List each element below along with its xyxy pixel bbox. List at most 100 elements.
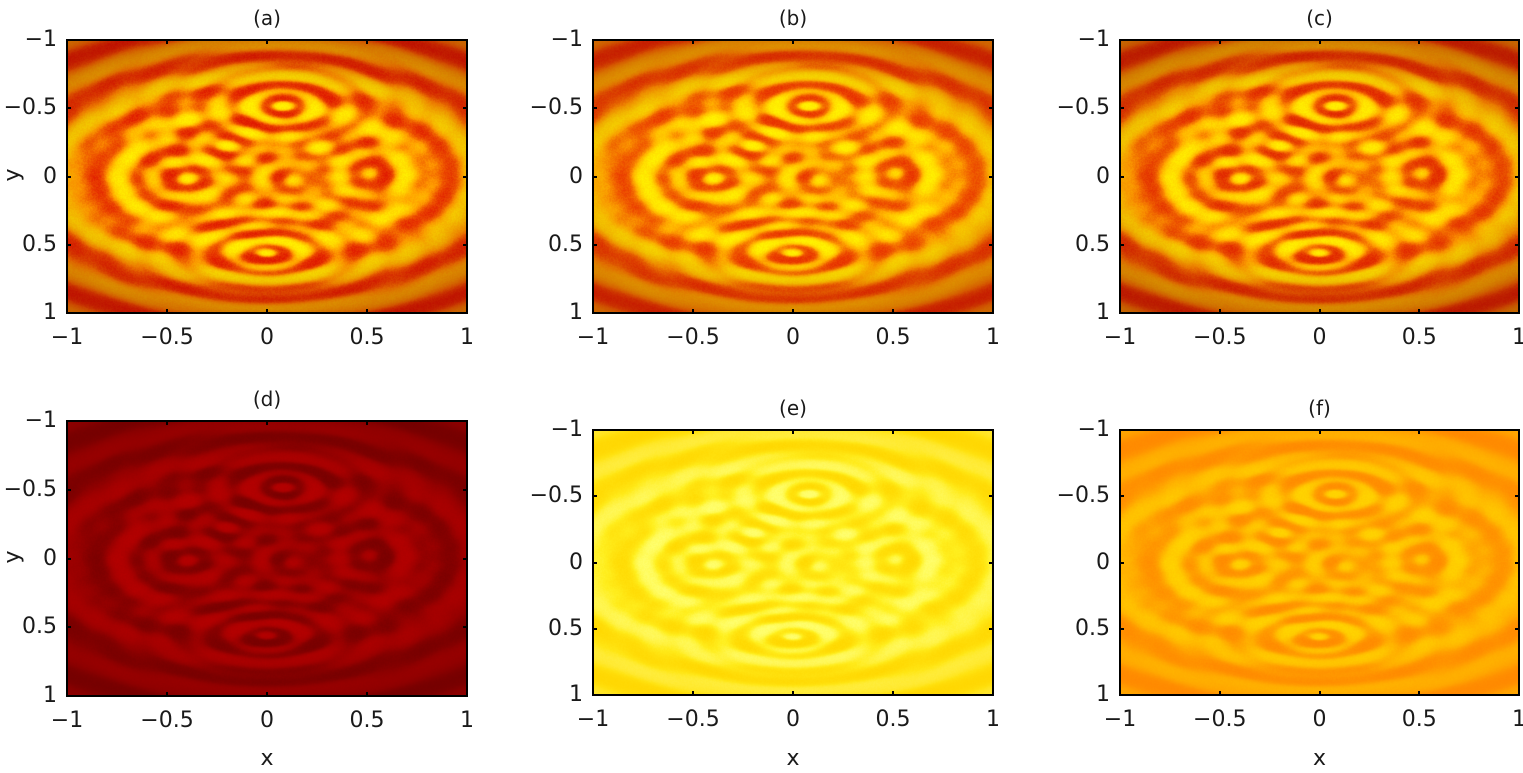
y-tick-mark (463, 695, 467, 697)
x-tick-label: 0.5 (349, 708, 385, 733)
y-tick-mark (1515, 243, 1519, 246)
x-tick-mark (266, 692, 268, 696)
y-tick-label: −1 (1077, 27, 1110, 52)
x-tick-mark (1318, 40, 1321, 44)
x-tick-mark (266, 309, 268, 313)
y-tick-mark (593, 429, 597, 431)
y-tick-mark (463, 243, 467, 246)
y-tick-label: 1 (569, 682, 583, 707)
y-tick-mark (1120, 243, 1124, 246)
y-tick-label: −0.5 (1056, 95, 1110, 121)
x-tick-mark (1318, 309, 1321, 313)
x-tick-mark (592, 691, 594, 695)
x-tick-label: 0 (786, 325, 800, 350)
x-tick-label: 0.5 (875, 707, 911, 732)
y-tick-mark (67, 626, 71, 629)
x-tick-mark (1218, 309, 1221, 313)
y-tick-label: 1 (43, 683, 57, 708)
x-tick-mark (892, 309, 894, 313)
x-tick-mark (792, 309, 794, 313)
x-tick-mark (166, 421, 168, 425)
x-tick-mark (1518, 691, 1520, 695)
y-tick-label: 0.5 (22, 231, 57, 257)
y-tick-mark (1515, 495, 1519, 498)
heatmap-plot (1119, 39, 1520, 314)
x-tick-mark (792, 430, 794, 434)
y-tick-mark (463, 488, 467, 491)
x-tick-label: −0.5 (1193, 707, 1247, 732)
x-tick-label: −1 (50, 325, 84, 350)
x-tick-mark (692, 430, 694, 434)
y-tick-mark (463, 39, 467, 41)
x-tick-mark (1518, 309, 1520, 313)
y-tick-label: −0.5 (3, 95, 57, 121)
y-tick-mark (593, 312, 597, 314)
panel-title: (d) (252, 387, 282, 411)
x-tick-label: −1 (1103, 707, 1137, 732)
x-tick-mark (592, 309, 594, 313)
y-tick-label: 1 (1096, 682, 1110, 707)
x-tick-mark (466, 40, 468, 44)
y-tick-mark (1120, 429, 1124, 431)
y-tick-mark (1515, 627, 1519, 630)
y-tick-mark (1120, 39, 1124, 41)
x-tick-label: 1 (986, 325, 1000, 350)
y-tick-mark (989, 694, 993, 696)
x-tick-mark (366, 421, 368, 425)
x-tick-label: −0.5 (666, 707, 720, 732)
y-tick-mark (593, 107, 597, 110)
y-tick-label: 0 (569, 163, 583, 189)
x-tick-mark (792, 691, 794, 695)
x-tick-mark (66, 40, 68, 44)
y-tick-mark (1120, 175, 1124, 178)
x-tick-mark (1418, 691, 1421, 695)
x-tick-mark (992, 691, 994, 695)
y-tick-mark (593, 627, 597, 630)
y-tick-mark (67, 488, 71, 491)
y-tick-mark (989, 561, 993, 564)
x-tick-mark (266, 40, 268, 44)
y-tick-label: 0 (569, 549, 583, 575)
y-tick-mark (67, 175, 71, 178)
y-tick-mark (67, 312, 71, 314)
heatmap-plot (592, 39, 994, 314)
y-tick-mark (463, 107, 467, 110)
panel-title: (a) (253, 6, 281, 30)
x-tick-mark (1119, 309, 1121, 313)
y-tick-mark (463, 312, 467, 314)
x-tick-label: 0 (260, 325, 274, 350)
y-tick-mark (989, 312, 993, 314)
x-tick-mark (892, 430, 894, 434)
x-tick-label: 1 (460, 325, 474, 350)
y-tick-mark (989, 429, 993, 431)
x-tick-mark (466, 692, 468, 696)
x-tick-label: 1 (986, 707, 1000, 732)
y-tick-mark (989, 243, 993, 246)
x-tick-label: 0 (786, 707, 800, 732)
y-tick-mark (1515, 39, 1519, 41)
x-tick-mark (166, 309, 168, 313)
x-tick-mark (1518, 430, 1520, 434)
y-tick-mark (1515, 175, 1519, 178)
y-tick-label: 0 (43, 163, 57, 189)
heatmap-canvas (68, 41, 466, 312)
x-tick-mark (1119, 40, 1121, 44)
x-axis-label: x (260, 746, 274, 771)
x-tick-mark (692, 691, 694, 695)
x-tick-mark (1119, 691, 1121, 695)
x-tick-label: 1 (1512, 707, 1523, 732)
x-tick-mark (1318, 691, 1321, 695)
x-tick-mark (1518, 40, 1520, 44)
y-tick-label: 0.5 (1075, 231, 1110, 257)
x-tick-mark (366, 692, 368, 696)
x-tick-label: −0.5 (1193, 325, 1247, 350)
y-tick-mark (1515, 312, 1519, 314)
y-tick-mark (1120, 495, 1124, 498)
heatmap-canvas (68, 422, 466, 695)
y-tick-label: 0 (1096, 549, 1110, 575)
x-tick-label: −0.5 (666, 325, 720, 350)
